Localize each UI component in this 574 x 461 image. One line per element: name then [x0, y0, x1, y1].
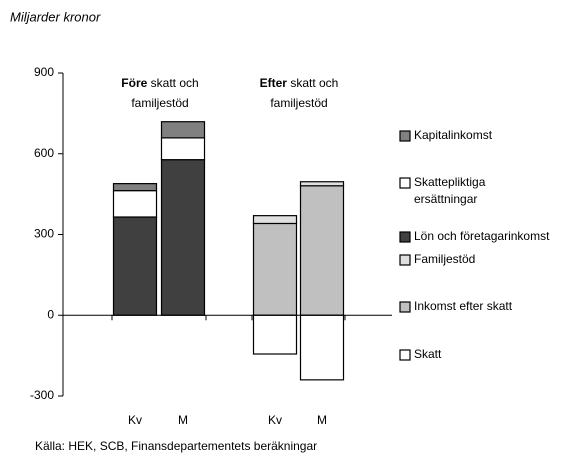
bar-segment — [160, 137, 206, 161]
bar-segment — [160, 121, 206, 139]
bar-segment — [299, 181, 345, 187]
y-tick-label: 900 — [34, 65, 54, 79]
group-label-text: skatt och — [290, 76, 338, 90]
legend-swatch — [399, 130, 411, 142]
chart-title: Miljarder kronor — [10, 9, 101, 24]
bar-segment — [160, 159, 206, 316]
legend-label-line: ersättningar — [414, 192, 477, 206]
group-label-text: skatt och — [151, 76, 199, 90]
bar-segment — [252, 314, 298, 355]
y-tick-label: -300 — [30, 388, 54, 402]
bar-segment — [299, 314, 345, 381]
y-tick-label: 0 — [47, 307, 54, 321]
bar-segment — [252, 222, 298, 316]
group-label: Efter skatt och — [260, 76, 339, 90]
legend-label-line: Skattepliktiga — [414, 175, 486, 189]
source: Källa: HEK, SCB, Finansdepartementets be… — [35, 439, 317, 453]
bar-segment — [112, 183, 158, 192]
legend-swatch — [399, 177, 411, 189]
x-tick-label: M — [317, 413, 327, 427]
group-label: familjestöd — [270, 96, 327, 110]
y-tick-label: 300 — [34, 227, 54, 241]
bar-segment — [299, 185, 345, 316]
legend-label: Kapitalinkomst — [414, 128, 493, 142]
legend-label: Skattepliktiga ersättningar — [414, 175, 486, 206]
legend-swatch — [399, 254, 411, 266]
legend-label: Inkomst efter skatt — [414, 299, 513, 313]
legend-swatch — [399, 231, 411, 243]
group-label: familjestöd — [131, 96, 188, 110]
x-tick-label: M — [178, 413, 188, 427]
bar-segment — [252, 215, 298, 225]
y-tick-label: 600 — [34, 146, 54, 160]
bar-segment — [112, 216, 158, 316]
group-label-bold: Före — [121, 76, 147, 90]
legend-label: Skatt — [414, 347, 442, 361]
legend-label: Lön och företagarinkomst — [414, 229, 550, 243]
x-tick-label: Kv — [128, 413, 142, 427]
group-label-bold: Efter — [260, 76, 288, 90]
group-label: Före skatt och — [121, 76, 198, 90]
legend-label: Familjestöd — [414, 252, 475, 266]
legend-swatch — [399, 349, 411, 361]
bar-segment — [112, 190, 158, 218]
legend-swatch — [399, 301, 411, 313]
x-tick-label: Kv — [268, 413, 282, 427]
